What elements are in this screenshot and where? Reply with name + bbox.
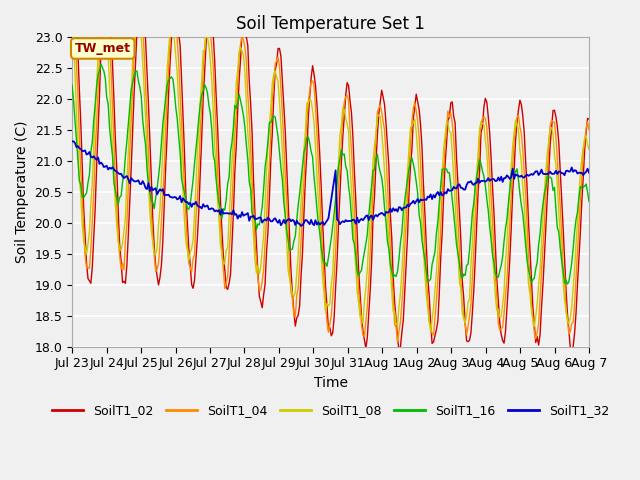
Text: TW_met: TW_met bbox=[75, 42, 131, 55]
Y-axis label: Soil Temperature (C): Soil Temperature (C) bbox=[15, 121, 29, 263]
Title: Soil Temperature Set 1: Soil Temperature Set 1 bbox=[236, 15, 425, 33]
X-axis label: Time: Time bbox=[314, 376, 348, 390]
Legend: SoilT1_02, SoilT1_04, SoilT1_08, SoilT1_16, SoilT1_32: SoilT1_02, SoilT1_04, SoilT1_08, SoilT1_… bbox=[47, 399, 614, 422]
